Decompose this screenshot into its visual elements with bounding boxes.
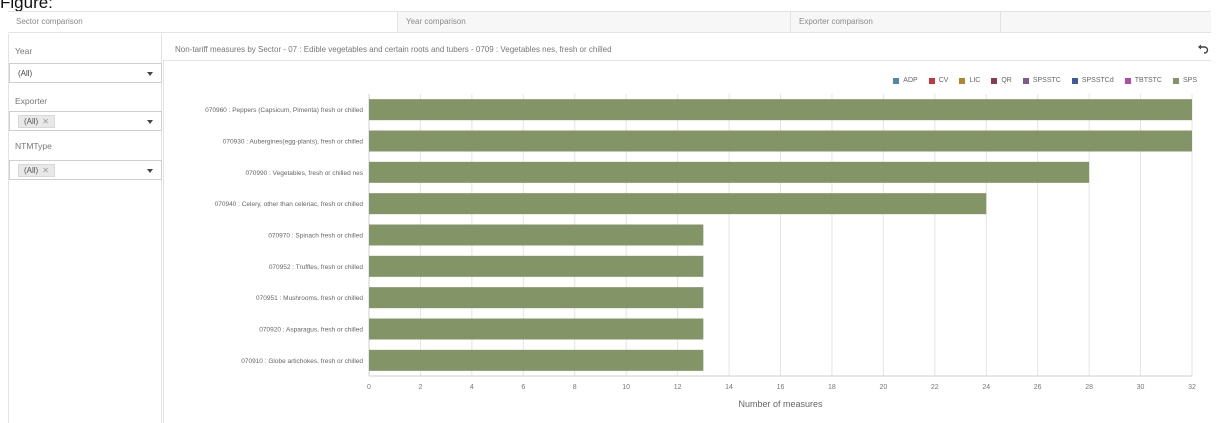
x-tick-label: 4 bbox=[470, 384, 474, 391]
bar[interactable] bbox=[369, 130, 1192, 152]
legend-label: SPSSTCd bbox=[1081, 77, 1114, 84]
category-label: 070940 : Celery, other than celeriac, fr… bbox=[215, 201, 364, 208]
x-axis-title: Number of measures bbox=[738, 399, 823, 409]
legend-label: LIC bbox=[969, 77, 981, 84]
legend-item-sps[interactable]: SPS bbox=[1172, 77, 1197, 84]
x-tick-label: 32 bbox=[1188, 384, 1196, 391]
exporter-chip-label: (All) bbox=[24, 117, 39, 126]
x-tick-label: 18 bbox=[828, 384, 836, 391]
chart-title: Non-tariff measures by Sector - 07 : Edi… bbox=[175, 45, 612, 54]
chevron-down-icon bbox=[147, 72, 153, 76]
legend-swatch bbox=[928, 77, 935, 84]
ntmtype-chip-label: (All) bbox=[24, 166, 39, 175]
x-tick-label: 2 bbox=[418, 384, 422, 391]
category-label: 070990 : Vegetables, fresh or chilled ne… bbox=[246, 170, 364, 177]
page-heading: Figure: bbox=[0, 0, 53, 12]
category-label: 070930 : Aubergines(egg-plants), fresh o… bbox=[223, 139, 364, 146]
chart-legend: ADP CV LIC QR SPSSTC SPSSTCd TBTSTC SPS bbox=[0, 77, 1197, 84]
undo-icon[interactable] bbox=[1197, 43, 1209, 55]
x-tick-label: 20 bbox=[879, 384, 887, 391]
legend-label: QR bbox=[1001, 77, 1012, 84]
year-select[interactable]: (All) bbox=[9, 63, 162, 83]
x-tick-label: 26 bbox=[1034, 384, 1042, 391]
tab-sector-comparison[interactable]: Sector comparison bbox=[8, 12, 398, 32]
x-tick-label: 12 bbox=[674, 384, 682, 391]
exporter-select[interactable]: (All) ✕ bbox=[9, 111, 162, 131]
legend-item-tbtstc[interactable]: TBTSTC bbox=[1124, 77, 1162, 84]
x-tick-label: 14 bbox=[725, 384, 733, 391]
ntmtype-select[interactable]: (All) ✕ bbox=[9, 160, 162, 180]
tab-year-comparison[interactable]: Year comparison bbox=[398, 12, 791, 32]
category-label: 070960 : Peppers (Capsicum, Pimenta) fre… bbox=[205, 107, 363, 114]
legend-label: TBTSTC bbox=[1134, 77, 1162, 84]
category-label: 070910 : Globe artichokes, fresh or chil… bbox=[241, 358, 363, 365]
category-label: 070920 : Asparagus, fresh or chilled bbox=[259, 327, 363, 334]
legend-label: SPS bbox=[1182, 77, 1197, 84]
chevron-down-icon bbox=[147, 120, 153, 124]
legend-item-qr[interactable]: QR bbox=[991, 77, 1012, 84]
legend-swatch bbox=[893, 77, 900, 84]
x-tick-label: 28 bbox=[1085, 384, 1093, 391]
x-tick-label: 8 bbox=[573, 384, 577, 391]
remove-chip-icon[interactable]: ✕ bbox=[42, 117, 49, 126]
ntmtype-chip: (All) ✕ bbox=[18, 164, 55, 177]
bar[interactable] bbox=[369, 349, 704, 371]
bar[interactable] bbox=[369, 255, 704, 277]
x-tick-label: 24 bbox=[982, 384, 990, 391]
year-filter-label: Year bbox=[15, 46, 33, 56]
legend-item-adp[interactable]: ADP bbox=[893, 77, 918, 84]
legend-item-cv[interactable]: CV bbox=[928, 77, 949, 84]
tab-bar: Sector comparison Year comparison Export… bbox=[8, 11, 1211, 33]
filter-sidebar: Year (All) Exporter (All) ✕ NTMType (All… bbox=[8, 34, 162, 423]
x-tick-label: 16 bbox=[777, 384, 785, 391]
legend-swatch bbox=[959, 77, 966, 84]
bar[interactable] bbox=[369, 99, 1192, 121]
chart-panel bbox=[163, 60, 1211, 423]
legend-label: ADP bbox=[903, 77, 918, 84]
x-tick-label: 0 bbox=[367, 384, 371, 391]
remove-chip-icon[interactable]: ✕ bbox=[42, 166, 49, 175]
x-tick-label: 30 bbox=[1137, 384, 1145, 391]
bar[interactable] bbox=[369, 193, 987, 215]
exporter-chip: (All) ✕ bbox=[18, 115, 55, 128]
x-tick-label: 6 bbox=[521, 384, 525, 391]
chevron-down-icon bbox=[147, 169, 153, 173]
x-tick-label: 10 bbox=[622, 384, 630, 391]
bar[interactable] bbox=[369, 224, 704, 246]
legend-swatch bbox=[991, 77, 998, 84]
tab-exporter-comparison[interactable]: Exporter comparison bbox=[791, 12, 1001, 32]
exporter-filter-label: Exporter bbox=[15, 96, 48, 106]
legend-item-spsstc[interactable]: SPSSTC bbox=[1022, 77, 1061, 84]
legend-swatch bbox=[1124, 77, 1131, 84]
bar[interactable] bbox=[369, 287, 704, 309]
legend-swatch bbox=[1172, 77, 1179, 84]
category-label: 070970 : Spinach fresh or chilled bbox=[268, 233, 363, 240]
legend-item-spsstcd[interactable]: SPSSTCd bbox=[1071, 77, 1114, 84]
legend-swatch bbox=[1071, 77, 1078, 84]
category-label: 070951 : Mushrooms, fresh or chilled bbox=[256, 295, 363, 302]
year-select-value: (All) bbox=[18, 69, 33, 78]
legend-item-lic[interactable]: LIC bbox=[959, 77, 980, 84]
ntmtype-filter-label: NTMType bbox=[15, 141, 52, 151]
bar[interactable] bbox=[369, 318, 704, 340]
legend-swatch bbox=[1022, 77, 1029, 84]
legend-label: SPSSTC bbox=[1032, 77, 1061, 84]
tab-empty bbox=[1001, 12, 1211, 32]
x-tick-label: 22 bbox=[931, 384, 939, 391]
bar[interactable] bbox=[369, 161, 1090, 183]
legend-label: CV bbox=[938, 77, 949, 84]
category-label: 070952 : Truffles, fresh or chilled bbox=[269, 264, 364, 271]
